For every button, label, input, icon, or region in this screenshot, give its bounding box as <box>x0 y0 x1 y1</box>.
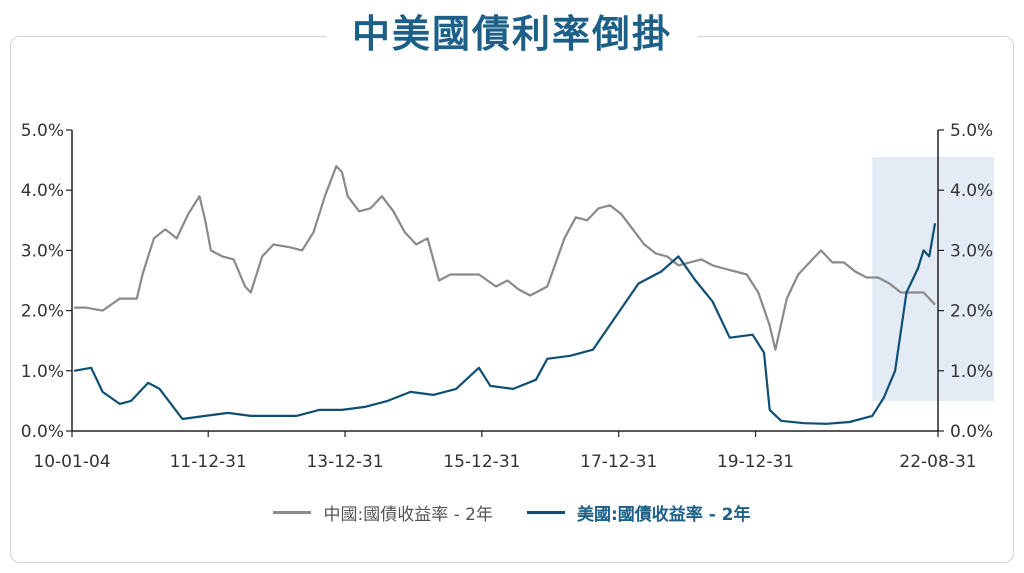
x-tick-label: 10-01-04 <box>33 452 110 472</box>
y-tick-label-right: 5.0% <box>950 121 993 141</box>
y-tick-label-right: 1.0% <box>950 362 993 382</box>
legend-swatch-us <box>526 511 565 514</box>
legend-label-china: 中國:國債收益率 - 2年 <box>323 505 493 525</box>
series-line-china <box>74 165 936 351</box>
y-tick-label-right: 2.0% <box>950 302 993 322</box>
x-tick-label: 13-12-31 <box>306 452 383 472</box>
legend-label-us: 美國:國債收益率 - 2年 <box>576 505 751 525</box>
y-tick-label-left: 1.0% <box>21 362 64 382</box>
x-tick-label: 15-12-31 <box>443 452 520 472</box>
y-tick-label-right: 4.0% <box>950 181 993 201</box>
y-tick-label-left: 3.0% <box>21 241 64 261</box>
x-tick-label: 11-12-31 <box>170 452 247 472</box>
x-tick-label: 19-12-31 <box>717 452 794 472</box>
y-tick-label-left: 0.0% <box>21 422 64 442</box>
x-tick-label: 17-12-31 <box>580 452 657 472</box>
y-tick-label-left: 2.0% <box>21 302 64 322</box>
y-tick-label-right: 3.0% <box>950 241 993 261</box>
chart-lines <box>73 165 937 425</box>
legend-item-us: 美國:國債收益率 - 2年 <box>526 500 751 525</box>
series-line-us <box>73 223 937 425</box>
legend-swatch-china <box>273 511 312 514</box>
chart-axes: 0.0% 1.0% 2.0% 3.0% 4.0% 5.0% 0.0% 1.0% 2.0% 3.0%… <box>21 121 993 472</box>
legend-item-china: 中國:國債收益率 - 2年 <box>273 500 493 525</box>
legend: 中國:國債收益率 - 2年 美國:國債收益率 - 2年 <box>0 500 1024 525</box>
y-tick-label-left: 4.0% <box>21 181 64 201</box>
x-tick-label: 22-08-31 <box>899 452 976 472</box>
y-tick-label-left: 5.0% <box>21 121 64 141</box>
highlight-region <box>872 157 994 401</box>
y-tick-label-right: 0.0% <box>950 422 993 442</box>
